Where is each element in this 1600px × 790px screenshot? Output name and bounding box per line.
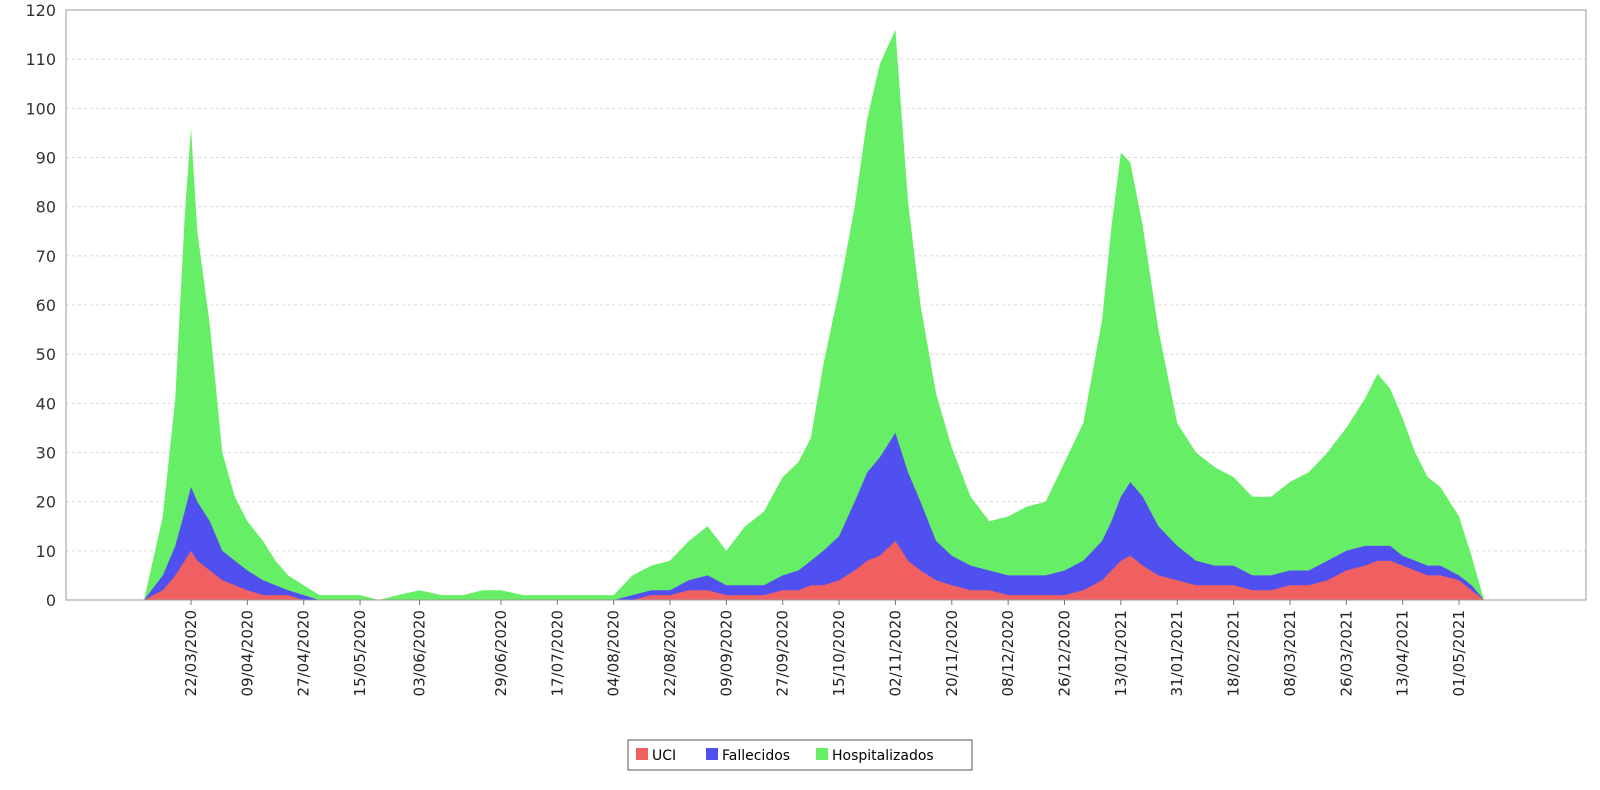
legend: UCI Fallecidos Hospitalizados [627,739,973,771]
y-tick-label: 10 [36,542,56,561]
x-tick-label: 29/06/2020 [492,610,510,696]
x-tick-label: 08/12/2020 [999,610,1017,696]
x-tick-label: 17/07/2020 [548,610,566,696]
y-tick-label: 30 [36,444,56,463]
x-tick-label: 26/03/2021 [1337,610,1355,696]
y-tick-label: 120 [25,1,56,20]
x-tick-label: 03/06/2020 [411,610,429,696]
series-areas [144,29,1484,600]
x-tick-label: 27/09/2020 [774,610,792,696]
y-tick-label: 0 [46,591,56,610]
y-tick-label: 60 [36,296,56,315]
x-tick-label: 08/03/2021 [1281,610,1299,696]
x-tick-label: 15/10/2020 [830,610,848,696]
x-tick-label: 01/05/2021 [1450,610,1468,696]
x-tick-label: 09/04/2020 [238,610,256,696]
legend-swatch-fallecidos [706,748,718,760]
legend-label-fallecidos: Fallecidos [722,748,790,764]
area-hospitalizados [144,29,1484,600]
legend-swatch-uci [636,748,648,760]
x-tick-label: 09/09/2020 [717,610,735,696]
legend-label-uci: UCI [652,748,676,764]
y-tick-label: 80 [36,198,56,217]
y-tick-label: 50 [36,345,56,364]
x-tick-label: 26/12/2020 [1056,610,1074,696]
x-tick-label: 27/04/2020 [295,610,313,696]
x-tick-label: 22/08/2020 [661,610,679,696]
area-fallecidos [144,432,1484,600]
x-tick-label: 22/03/2020 [182,610,200,696]
x-axis-ticks: 22/03/2020 09/04/2020 27/04/2020 15/05/2020… [182,600,1468,696]
y-tick-label: 110 [25,50,56,69]
x-tick-label: 02/11/2020 [886,610,904,696]
x-tick-label: 13/04/2021 [1394,610,1412,696]
area-uci [144,541,1484,600]
y-tick-label: 90 [36,149,56,168]
y-tick-label: 70 [36,247,56,266]
legend-swatch-hospitalizados [816,748,828,760]
legend-label-hospitalizados: Hospitalizados [832,748,934,764]
y-axis-ticks: 0 10 20 30 40 50 60 70 80 90 100 110 120 [25,1,56,610]
legend-box [627,739,973,771]
x-tick-label: 20/11/2020 [943,610,961,696]
x-tick-label: 13/01/2021 [1112,610,1130,696]
x-tick-label: 04/08/2020 [605,610,623,696]
y-tick-label: 100 [25,99,56,118]
x-tick-label: 15/05/2020 [351,610,369,696]
y-tick-label: 20 [36,493,56,512]
plot-border [65,9,1587,601]
x-tick-label: 18/02/2021 [1225,610,1243,696]
x-tick-label: 31/01/2021 [1168,610,1186,696]
y-tick-label: 40 [36,394,56,413]
